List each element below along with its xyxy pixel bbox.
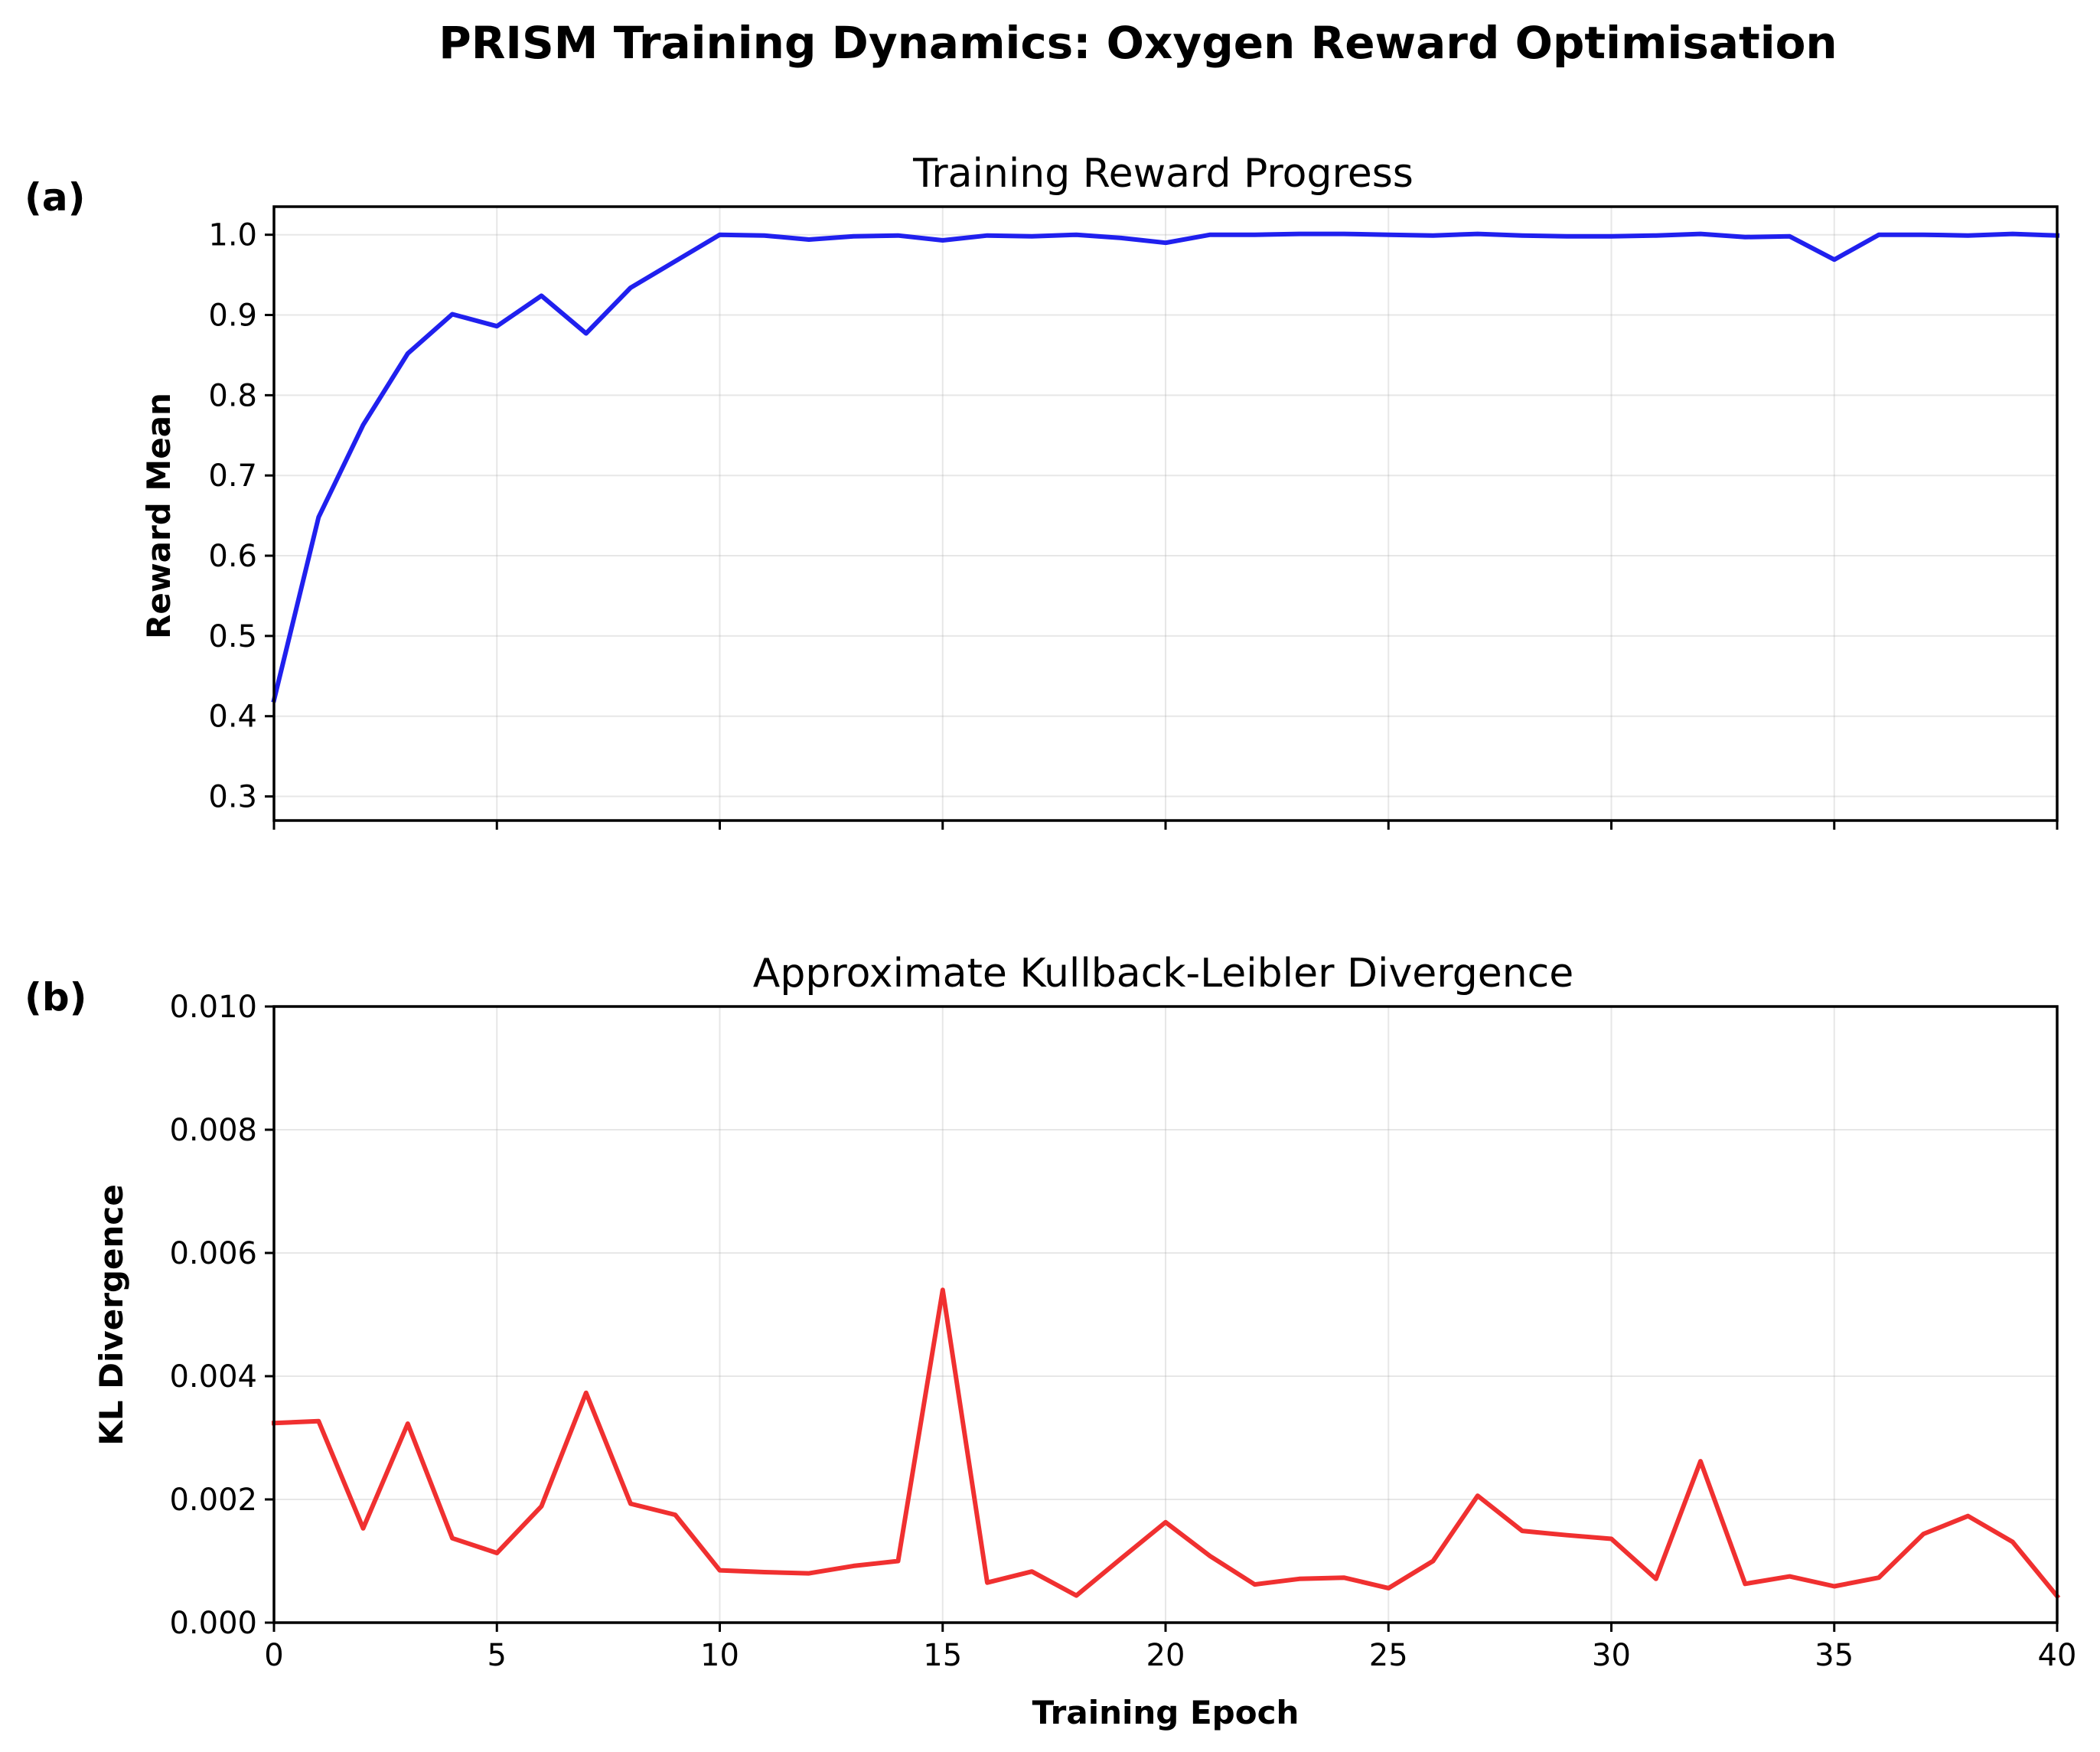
panel-a: (a) Training Reward Progress Reward Mean… [24, 151, 2060, 830]
panel-a-grid [273, 207, 2058, 821]
panel-b: (b) Approximate Kullback-Leibler Diverge… [24, 951, 2076, 1731]
panel-b-x-tick-label: 40 [2038, 1638, 2077, 1673]
panel-b-y-tick-label: 0.002 [169, 1483, 257, 1518]
panel-b-x-tick-label: 20 [1146, 1638, 1185, 1673]
panel-a-series-line [271, 231, 2060, 703]
panel-b-label: (b) [24, 975, 87, 1020]
panel-a-y-tick-label: 0.3 [208, 780, 257, 815]
panel-b-x-tick-label: 10 [700, 1638, 739, 1673]
panel-b-x-tick-label: 5 [488, 1638, 507, 1673]
panel-b-series-line [271, 1287, 2061, 1600]
panel-a-series [271, 231, 2060, 703]
panel-b-y-tick-label: 0.006 [169, 1236, 257, 1271]
panel-b-y-tick-label: 0.010 [169, 990, 257, 1025]
panel-b-y-axis-label: KL Divergence [93, 1184, 130, 1446]
panel-a-y-tick-label: 0.5 [208, 619, 257, 654]
panel-b-x-tick-label: 35 [1815, 1638, 1854, 1673]
panel-a-y-tick-label: 0.9 [208, 299, 257, 334]
panel-a-title: Training Reward Progress [912, 151, 1414, 197]
panel-a-label: (a) [24, 175, 85, 220]
panel-b-y-tick-label: 0.008 [169, 1113, 257, 1148]
panel-a-y-tick-label: 0.4 [208, 700, 257, 735]
panel-b-y-tick-label: 0.000 [169, 1606, 257, 1641]
panel-b-x-tick-label: 15 [923, 1638, 962, 1673]
panel-b-ticks: 0 5 10 15 20 25 30 35 40 0.000 0.002 0.004 0.006 0.00… [169, 990, 2076, 1673]
panel-b-x-axis-label: Training Epoch [1032, 1694, 1299, 1731]
panel-b-x-tick-label: 30 [1592, 1638, 1631, 1673]
panel-b-grid [273, 1006, 2058, 1623]
panel-b-series [271, 1287, 2061, 1600]
panel-a-y-tick-label: 0.7 [208, 458, 257, 494]
panel-b-x-tick-label: 25 [1369, 1638, 1408, 1673]
panel-a-y-tick-label: 0.8 [208, 378, 257, 413]
panel-a-y-tick-label: 0.6 [208, 539, 257, 574]
panel-a-y-tick-label: 1.0 [208, 218, 257, 253]
panel-b-x-tick-label: 0 [264, 1638, 283, 1673]
figure-title: PRISM Training Dynamics: Oxygen Reward O… [439, 17, 1837, 69]
panel-b-y-tick-label: 0.004 [169, 1359, 257, 1395]
panel-a-ticks: 0.3 0.4 0.5 0.6 0.7 0.8 0.9 1.0 [208, 218, 2059, 830]
panel-b-title: Approximate Kullback-Leibler Divergence [753, 951, 1574, 997]
panel-a-y-axis-label: Reward Mean [140, 393, 178, 639]
